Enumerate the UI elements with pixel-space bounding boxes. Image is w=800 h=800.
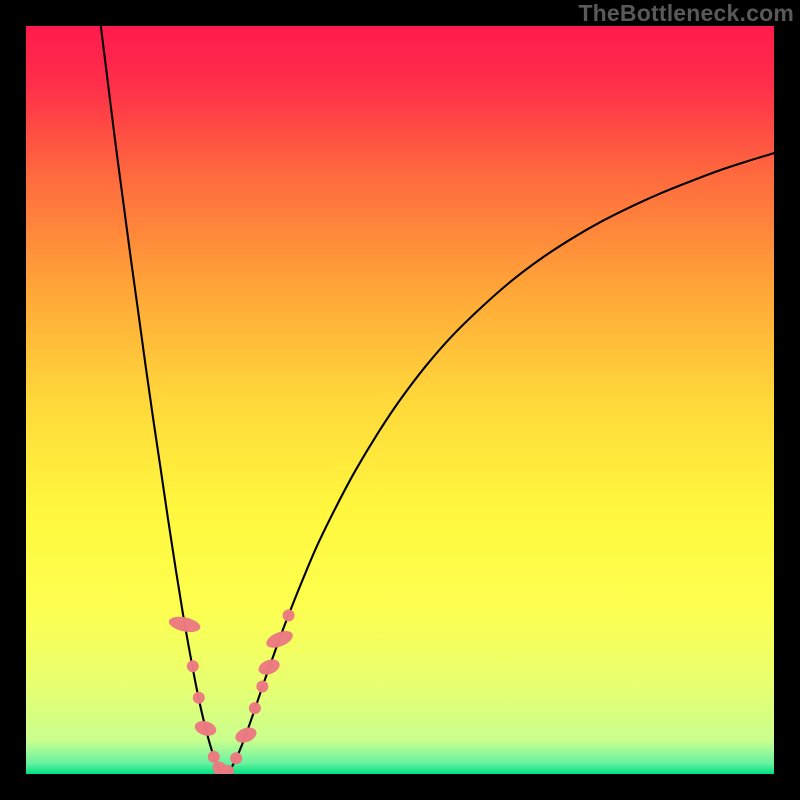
curve-marker xyxy=(193,719,218,739)
watermark-text: TheBottleneck.com xyxy=(578,0,794,27)
plot-area xyxy=(26,26,774,774)
curve-marker xyxy=(283,609,295,621)
curve-marker xyxy=(230,752,242,764)
curve-marker xyxy=(256,657,282,678)
curve-marker xyxy=(193,692,205,704)
curve-marker xyxy=(187,660,199,672)
curve-marker xyxy=(256,680,268,692)
curve-marker xyxy=(264,628,295,651)
curve-layer xyxy=(26,26,774,774)
curve-marker xyxy=(167,614,201,634)
chart-frame: TheBottleneck.com xyxy=(0,0,800,800)
curve-marker xyxy=(233,725,259,746)
curve-marker xyxy=(249,702,261,714)
bottleneck-curve xyxy=(101,26,774,774)
curve-marker xyxy=(208,751,220,763)
